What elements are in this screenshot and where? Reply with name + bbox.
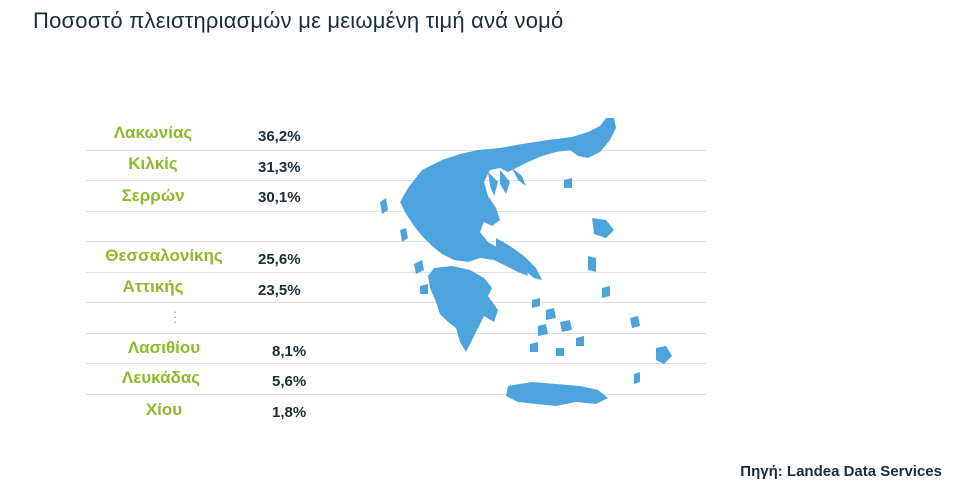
row-separator	[86, 241, 706, 242]
row-separator	[86, 180, 706, 181]
table-row-value: 1,8%	[272, 404, 307, 421]
ellipsis-icon: · · ·	[172, 304, 178, 329]
row-separator	[86, 363, 706, 364]
table-row-value: 8,1%	[272, 343, 307, 360]
table-row-value: 30,1%	[258, 189, 301, 206]
row-separator	[86, 211, 706, 212]
source-note: Πηγή: Landea Data Services	[740, 463, 942, 480]
row-separator	[86, 302, 706, 303]
table-row-value: 36,2%	[258, 128, 301, 145]
table-row-label: Θεσσαλονίκης	[105, 246, 223, 265]
table-row-label: Σερρών	[121, 186, 185, 205]
table-row-label: Αττικής	[122, 277, 184, 296]
table-row-value: 25,6%	[258, 251, 301, 268]
table-row-value: 5,6%	[272, 373, 307, 390]
table-row-value: 23,5%	[258, 282, 301, 299]
table-row-label: Λασιθίου	[127, 338, 201, 357]
row-separator	[86, 272, 706, 273]
table-row-value: 31,3%	[258, 159, 301, 176]
table-row-label: Χίου	[145, 400, 183, 419]
row-separator	[86, 150, 706, 151]
table-row-label: Λευκάδας	[121, 368, 201, 387]
row-separator	[86, 394, 706, 395]
greece-map-icon	[380, 118, 672, 406]
row-separator	[86, 333, 706, 334]
table-row-label: Λακωνίας	[113, 123, 193, 142]
chart-title: Ποσοστό πλειστηριασμών με μειωμένη τιμή …	[33, 8, 564, 33]
table-row-label: Κιλκίς	[128, 154, 178, 173]
